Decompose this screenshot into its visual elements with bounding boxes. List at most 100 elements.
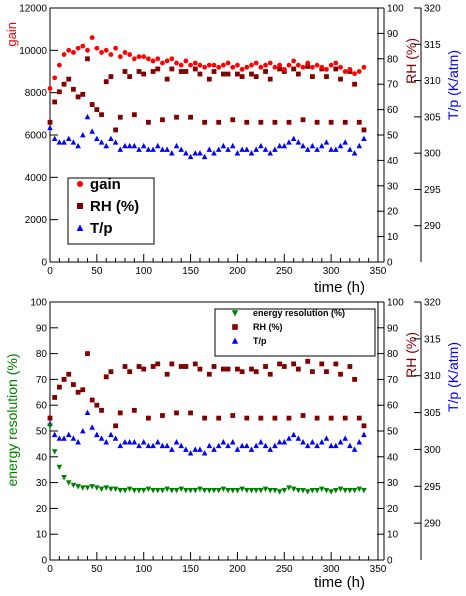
data-point xyxy=(70,139,77,145)
legend-gain-marker xyxy=(77,181,83,187)
data-point xyxy=(65,135,72,142)
data-point xyxy=(272,64,278,70)
data-point xyxy=(258,415,264,421)
data-point xyxy=(277,66,282,72)
data-point xyxy=(66,47,72,53)
data-point xyxy=(328,442,334,449)
data-point xyxy=(131,439,138,445)
data-point xyxy=(197,446,203,452)
left-tick-label: 0 xyxy=(41,258,47,269)
data-point xyxy=(300,64,306,70)
data-point xyxy=(310,74,315,79)
data-point xyxy=(295,71,301,77)
data-point xyxy=(258,64,264,70)
data-point xyxy=(281,364,287,369)
data-point xyxy=(169,150,175,156)
data-point xyxy=(47,86,53,91)
data-point xyxy=(253,442,259,449)
tp-tick-label: 290 xyxy=(424,221,441,232)
data-point xyxy=(99,407,104,413)
data-point xyxy=(286,415,292,421)
data-point xyxy=(122,142,128,149)
x-tick-label: 50 xyxy=(91,564,103,575)
series-rh xyxy=(47,56,367,133)
data-point xyxy=(70,435,77,441)
data-point xyxy=(80,43,86,49)
tp-axis-title: T/p (K/atm) xyxy=(445,342,461,412)
legend-energy-resolution-marker xyxy=(231,310,239,317)
data-point xyxy=(150,364,156,369)
data-point xyxy=(169,56,175,62)
data-point xyxy=(80,387,86,393)
series-energy-resolution xyxy=(47,423,367,495)
legend-tp-marker xyxy=(231,337,239,344)
rh-tick-label: 50 xyxy=(387,427,399,438)
data-point xyxy=(197,71,203,77)
data-point xyxy=(244,442,250,449)
legend-rh-marker xyxy=(77,203,83,209)
data-point xyxy=(276,142,283,149)
data-point xyxy=(286,485,292,491)
rh-axis-title: RH (%) xyxy=(403,38,419,84)
data-point xyxy=(103,485,110,491)
data-point xyxy=(225,366,231,372)
data-point xyxy=(319,361,325,367)
data-point xyxy=(356,119,362,125)
data-point xyxy=(154,142,161,149)
data-point xyxy=(295,62,301,68)
data-point xyxy=(258,487,264,494)
x-tick-label: 150 xyxy=(182,564,199,575)
data-point xyxy=(239,486,245,493)
data-point xyxy=(103,439,110,445)
left-tick-label: 20 xyxy=(36,504,48,515)
tp-tick-label: 320 xyxy=(424,298,441,309)
rh-tick-label: 100 xyxy=(387,4,404,15)
data-point xyxy=(47,415,53,421)
data-point xyxy=(338,371,343,377)
data-point xyxy=(290,135,297,142)
data-point xyxy=(319,64,325,70)
data-point xyxy=(80,132,86,138)
data-point xyxy=(277,62,282,68)
data-point xyxy=(140,142,147,149)
data-point xyxy=(211,487,217,494)
data-point xyxy=(290,431,297,438)
data-point xyxy=(201,450,208,456)
data-point xyxy=(113,423,118,429)
data-point xyxy=(126,142,133,149)
data-point xyxy=(337,439,344,445)
legend-tp-label: T/p xyxy=(90,220,113,237)
data-point xyxy=(267,371,273,377)
tp-tick-label: 295 xyxy=(424,482,441,493)
data-point xyxy=(300,142,306,149)
data-point xyxy=(146,119,151,125)
data-point xyxy=(155,56,161,62)
data-point xyxy=(201,153,208,160)
data-point xyxy=(47,124,53,131)
data-point xyxy=(342,69,348,74)
left-tick-label: 12000 xyxy=(19,4,47,15)
data-point xyxy=(94,107,100,112)
data-point xyxy=(276,489,283,495)
x-axis-title: time (h) xyxy=(314,279,365,296)
data-point xyxy=(66,371,72,377)
data-point xyxy=(249,366,254,372)
data-point xyxy=(225,146,231,152)
legend-rh-marker xyxy=(232,324,238,330)
data-point xyxy=(309,439,316,445)
data-point xyxy=(342,415,348,421)
data-point xyxy=(94,45,100,51)
data-point xyxy=(178,62,184,68)
data-point xyxy=(108,135,114,142)
data-point xyxy=(141,366,147,372)
data-point xyxy=(342,139,348,145)
rh-tick-label: 50 xyxy=(387,131,399,142)
tp-tick-label: 315 xyxy=(424,334,441,345)
left-tick-label: 0 xyxy=(41,556,47,567)
left-tick-label: 70 xyxy=(36,375,48,386)
data-point xyxy=(211,150,217,156)
data-point xyxy=(169,446,175,452)
data-point xyxy=(75,94,81,100)
data-point xyxy=(122,439,128,445)
data-point xyxy=(305,60,311,66)
